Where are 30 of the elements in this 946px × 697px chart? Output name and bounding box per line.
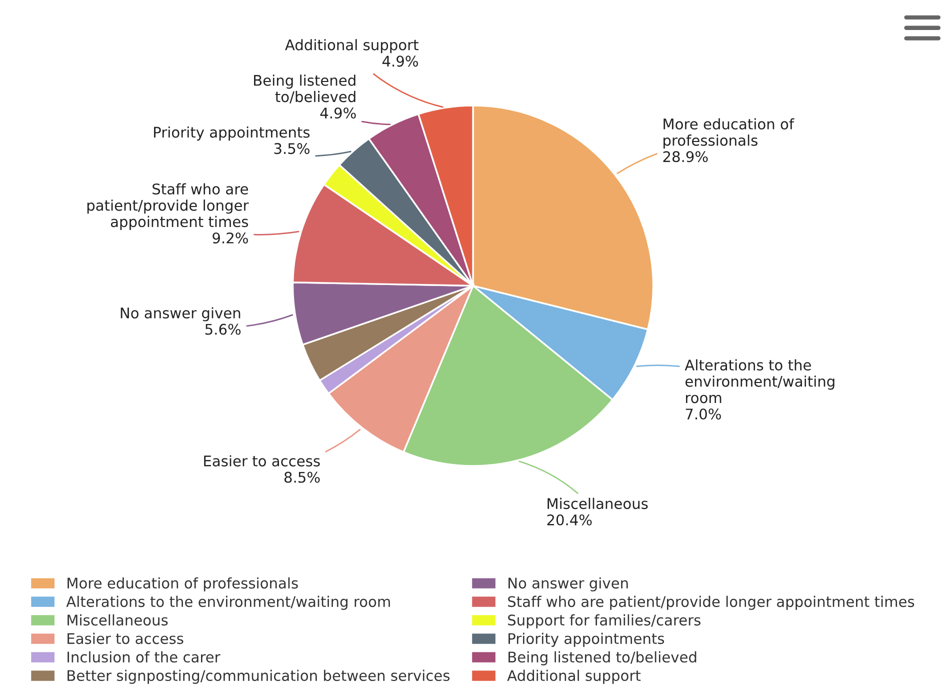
- slice-label: Additional support: [285, 39, 418, 54]
- slice-label: Alterations to the environment/waiting room: [684, 359, 834, 404]
- data-label: 4.9%: [320, 108, 356, 119]
- legend-label: Support for families/carers: [508, 614, 700, 628]
- legend-label: Easier to access: [68, 632, 184, 644]
- slice-label: Being listened to/believed: [254, 74, 356, 104]
- data-label: 3.5%: [274, 143, 310, 154]
- legend-label: Inclusion of the carer: [68, 651, 220, 663]
- slice-label: Staff who are patient/provide longer appointment times: [87, 183, 249, 230]
- slice-label: Priority appointments: [154, 126, 310, 141]
- data-label: 5.6%: [205, 324, 241, 335]
- legend-label: Alterations to the environment/waiting room: [66, 596, 390, 610]
- slice-label: Easier to access: [204, 455, 320, 466]
- legend-label: No answer given: [508, 577, 628, 592]
- data-label: 8.5%: [284, 472, 320, 483]
- slice-label: More education of professionals: [664, 118, 794, 149]
- slice-label: Miscellaneous: [548, 498, 648, 510]
- legend-label: Additional support: [507, 670, 641, 684]
- legend-label: Miscellaneous: [68, 614, 168, 626]
- data-label: 20.4%: [547, 514, 592, 526]
- data-label: 4.9%: [382, 56, 418, 67]
- legend-label: Priority appointments: [508, 632, 664, 647]
- legend-label: Better signposting/communication between services: [68, 670, 450, 684]
- slice-label: No answer given: [120, 307, 240, 322]
- data-label: 7.0%: [686, 408, 721, 420]
- data-label: 9.2%: [212, 232, 248, 244]
- legend-label: Staff who are patient/provide longer appointment times: [508, 596, 914, 610]
- data-label: 28.9%: [663, 151, 708, 162]
- legend-label: Being listened to/believed: [508, 651, 696, 666]
- legend-label: More education of professionals: [68, 577, 298, 592]
